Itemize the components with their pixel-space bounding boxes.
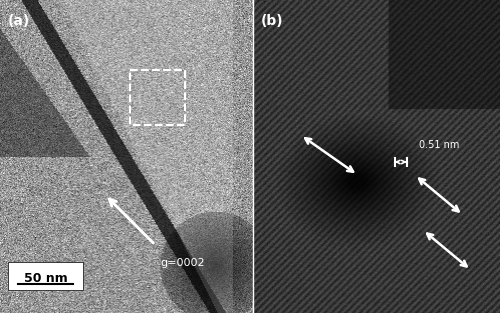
Text: (b): (b): [260, 14, 283, 28]
Text: 0.51 nm: 0.51 nm: [419, 140, 459, 150]
Text: g=0002: g=0002: [160, 258, 205, 268]
Text: 50 nm: 50 nm: [24, 272, 68, 285]
Text: (a): (a): [8, 14, 30, 28]
FancyBboxPatch shape: [8, 262, 83, 290]
Bar: [130, 70, 186, 125]
